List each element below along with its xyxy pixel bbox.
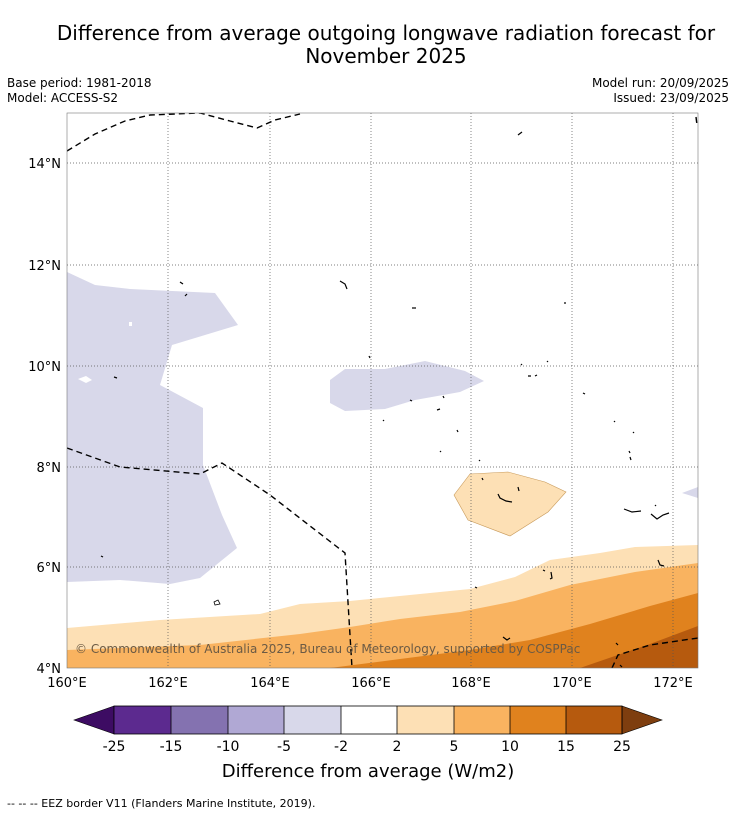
colorbar-swatch — [228, 706, 284, 734]
model-run: Model run: 20/09/2025 — [591, 76, 729, 90]
colorbar-high-extension — [621, 705, 663, 735]
colorbar-tick: -2 — [334, 739, 348, 755]
colorbar-tick: 2 — [393, 739, 402, 755]
chart-title: Difference from average outgoing longwav… — [0, 22, 736, 68]
lon-tick: 164°E — [250, 676, 290, 691]
lon-tick: 162°E — [148, 676, 188, 691]
colorbar-swatch — [284, 706, 341, 734]
lon-tick: 172°E — [653, 676, 693, 691]
model-name: Model: ACCESS-S2 — [7, 91, 119, 105]
base-period: Base period: 1981-2018 — [7, 76, 152, 90]
colorbar-swatch — [171, 706, 228, 734]
colorbar-tick: -25 — [103, 739, 126, 755]
eez-border-ne — [695, 116, 698, 126]
lat-tick: 6°N — [37, 561, 62, 576]
contour-neg-east — [682, 487, 698, 498]
lat-axis: 14°N 12°N 10°N 8°N 6°N 4°N — [28, 157, 61, 677]
colorbar-swatch — [510, 706, 566, 734]
gridlines — [67, 113, 698, 668]
colorbar-swatch — [397, 706, 454, 734]
copyright-notice: © Commonwealth of Australia 2025, Bureau… — [75, 642, 580, 656]
lon-tick: 168°E — [451, 676, 491, 691]
lat-tick: 14°N — [28, 157, 61, 172]
colorbar-swatch — [341, 706, 397, 734]
lat-tick: 8°N — [37, 461, 62, 476]
lon-axis: 160°E 162°E 164°E 166°E 168°E 170°E 172°… — [47, 676, 693, 691]
colorbar-swatch — [114, 706, 171, 734]
colorbar: -25 -15 -10 -5 -2 2 5 10 15 25 — [73, 705, 663, 755]
lon-tick: 166°E — [351, 676, 391, 691]
lon-tick: 160°E — [47, 676, 87, 691]
colorbar-low-extension — [73, 705, 115, 735]
colorbar-tick: -15 — [160, 739, 183, 755]
colorbar-dividers — [170, 706, 567, 734]
lon-tick: 170°E — [552, 676, 592, 691]
eez-border-north — [67, 113, 301, 152]
title-line-1: Difference from average outgoing longwav… — [56, 21, 716, 45]
white-patches — [78, 322, 132, 383]
colorbar-tick: 25 — [613, 739, 631, 755]
contour-pos-2-5-patch — [453, 471, 567, 537]
eez-borders — [67, 113, 698, 668]
map-plot-area: © Commonwealth of Australia 2025, Bureau… — [67, 113, 698, 668]
contour-pos-10-15 — [330, 593, 698, 668]
meta-right: Model run: 20/09/2025 Issued: 23/09/2025 — [592, 76, 729, 106]
colorbar-swatch — [566, 706, 622, 734]
meta-left: Base period: 1981-2018 Model: ACCESS-S2 — [7, 76, 152, 106]
eez-footnote: -- -- -- EEZ border V11 (Flanders Marine… — [7, 797, 316, 810]
colorbar-swatch — [454, 706, 510, 734]
colorbar-tick: -10 — [217, 739, 240, 755]
lat-tick: 4°N — [37, 662, 62, 677]
colorbar-title: Difference from average (W/m2) — [221, 761, 515, 782]
colorbar-tick: 5 — [450, 739, 459, 755]
colorbar-frame — [113, 705, 623, 735]
colorbar-tick: -5 — [277, 739, 291, 755]
lat-tick: 10°N — [28, 360, 61, 375]
eez-border-west — [67, 447, 353, 668]
eez-border-east — [611, 637, 698, 668]
lat-tick: 12°N — [28, 259, 61, 274]
title-line-2: November 2025 — [305, 44, 467, 68]
contour-pos-15-25 — [580, 626, 698, 668]
islands — [100, 131, 670, 668]
issued-date: Issued: 23/09/2025 — [613, 91, 729, 105]
colorbar-ticks: -25 -15 -10 -5 -2 2 5 10 15 25 — [103, 739, 631, 755]
colorbar-tick: 10 — [501, 739, 519, 755]
contour-neg-central — [330, 361, 484, 411]
colorbar-tick: 15 — [557, 739, 575, 755]
contour-neg-west — [67, 272, 238, 584]
plot-frame — [66, 112, 699, 669]
